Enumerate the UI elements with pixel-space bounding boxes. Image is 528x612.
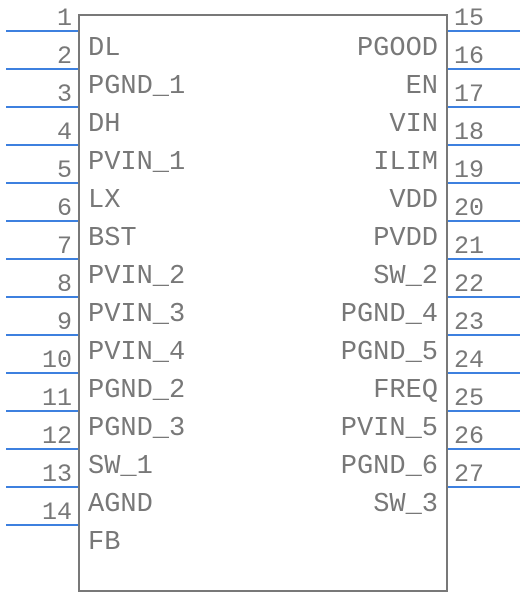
pin-label: DL (88, 34, 120, 64)
pin-label: PVIN_2 (88, 262, 185, 292)
pin-label: PVDD (373, 224, 438, 254)
pin-number: 4 (57, 118, 72, 147)
pin-label: SW_2 (373, 262, 438, 292)
pin-label: PVIN_5 (341, 414, 438, 444)
pin-label: FB (88, 528, 120, 558)
pin-label: PGOOD (357, 34, 438, 64)
pin-number: 17 (454, 80, 484, 109)
pin-number: 11 (42, 384, 72, 413)
pin-number: 19 (454, 156, 484, 185)
pin-label: PVIN_4 (88, 338, 185, 368)
pin-label: VIN (389, 110, 438, 140)
pin-label: PGND_2 (88, 376, 185, 406)
pin-number: 3 (57, 80, 72, 109)
pin-label: PGND_1 (88, 72, 185, 102)
pin-label: FREQ (373, 376, 438, 406)
pin-number: 26 (454, 422, 484, 451)
pin-label: PGND_6 (341, 452, 438, 482)
pin-number: 14 (42, 498, 72, 527)
pin-label: BST (88, 224, 137, 254)
pin-number: 21 (454, 232, 484, 261)
pin-number: 5 (57, 156, 72, 185)
pin-label: EN (406, 72, 438, 102)
pin-label: PVIN_3 (88, 300, 185, 330)
pin-number: 27 (454, 460, 484, 489)
pin-label: PGND_4 (341, 300, 438, 330)
pin-number: 10 (42, 346, 72, 375)
pin-number: 12 (42, 422, 72, 451)
pin-label: LX (88, 186, 120, 216)
pin-number: 18 (454, 118, 484, 147)
pin-number: 22 (454, 270, 484, 299)
pin-label: VDD (389, 186, 438, 216)
pin-number: 9 (57, 308, 72, 337)
pin-number: 23 (454, 308, 484, 337)
pin-number: 25 (454, 384, 484, 413)
pin-number: 6 (57, 194, 72, 223)
pin-number: 20 (454, 194, 484, 223)
pin-label: DH (88, 110, 120, 140)
pin-label: SW_1 (88, 452, 153, 482)
pin-label: PVIN_1 (88, 148, 185, 178)
pin-number: 7 (57, 232, 72, 261)
pin-number: 13 (42, 460, 72, 489)
pin-number: 16 (454, 42, 484, 71)
pin-number: 1 (57, 4, 72, 33)
pin-number: 2 (57, 42, 72, 71)
pin-label: PGND_3 (88, 414, 185, 444)
pin-label: SW_3 (373, 490, 438, 520)
pin-label: ILIM (373, 148, 438, 178)
pin-number: 8 (57, 270, 72, 299)
pin-number: 15 (454, 4, 484, 33)
pin-number: 24 (454, 346, 484, 375)
pin-label: AGND (88, 490, 153, 520)
pin-label: PGND_5 (341, 338, 438, 368)
